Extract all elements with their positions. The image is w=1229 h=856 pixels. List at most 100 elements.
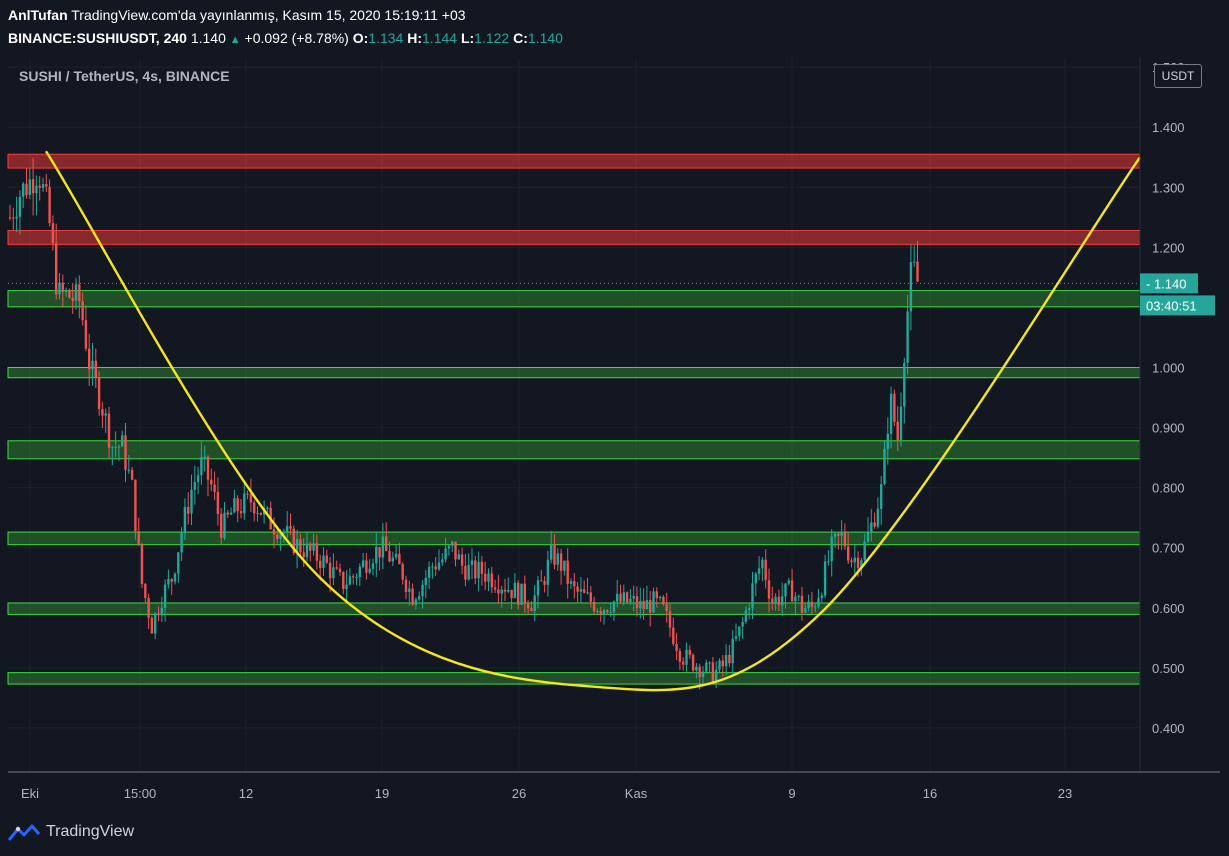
axes: Eki15:00121926Kas916231.5001.4001.3001.2… bbox=[8, 58, 1220, 801]
candle-body bbox=[662, 596, 665, 605]
support-zone bbox=[7, 290, 1141, 308]
candle-body bbox=[401, 564, 404, 580]
candle-body bbox=[305, 543, 309, 558]
candle-body bbox=[45, 184, 48, 187]
candle-body bbox=[734, 636, 738, 639]
candle-body bbox=[586, 592, 589, 594]
candle-body bbox=[418, 596, 421, 600]
candle-body bbox=[25, 183, 28, 196]
close-label: C: bbox=[513, 30, 528, 46]
candle-body bbox=[490, 573, 493, 588]
resistance-zone bbox=[7, 153, 1141, 169]
candle-body bbox=[167, 579, 170, 585]
candle-body bbox=[767, 580, 771, 599]
candle-body bbox=[817, 597, 820, 607]
candle-body bbox=[619, 593, 622, 602]
candle-body bbox=[556, 553, 559, 565]
candle-body bbox=[771, 598, 774, 604]
candle-body bbox=[814, 606, 817, 608]
candle-body bbox=[315, 543, 319, 561]
candle-body bbox=[424, 577, 427, 585]
candle-body bbox=[71, 297, 74, 301]
candle-body bbox=[873, 522, 876, 527]
candle-body bbox=[239, 511, 243, 514]
candle-body bbox=[517, 582, 520, 605]
candle-body bbox=[866, 532, 870, 542]
candle-body bbox=[830, 536, 833, 562]
candle-body bbox=[282, 532, 286, 534]
candle-body bbox=[820, 595, 823, 598]
candle-body bbox=[751, 583, 754, 609]
candle-body bbox=[48, 186, 51, 224]
candle-body bbox=[863, 541, 866, 561]
candle-body bbox=[833, 533, 837, 537]
candle-body bbox=[546, 559, 550, 585]
candle-body bbox=[266, 507, 269, 509]
candle-body bbox=[810, 601, 814, 607]
candle-body bbox=[259, 512, 262, 515]
candle-body bbox=[319, 560, 322, 568]
candle-body bbox=[612, 601, 616, 613]
price-tick-label: 1.200 bbox=[1152, 240, 1185, 255]
candle-body bbox=[38, 185, 41, 188]
candle-body bbox=[467, 564, 470, 580]
candle-body bbox=[451, 541, 454, 546]
author-name: AnlTufan bbox=[8, 7, 68, 23]
candle-body bbox=[550, 544, 553, 560]
candle-body bbox=[375, 546, 378, 564]
current-price-badge bbox=[1140, 273, 1198, 294]
candle-body bbox=[361, 560, 365, 567]
candle-body bbox=[312, 543, 315, 551]
candle-body bbox=[292, 528, 295, 554]
candle-body bbox=[447, 545, 451, 549]
low-value: 1.122 bbox=[474, 30, 510, 46]
price-tick-label: 0.800 bbox=[1152, 481, 1185, 496]
candle-body bbox=[777, 596, 781, 606]
candle-body bbox=[437, 562, 441, 570]
candle-body bbox=[193, 482, 196, 490]
candle-body bbox=[421, 584, 424, 597]
candle-body bbox=[8, 217, 12, 219]
candle-body bbox=[797, 595, 800, 597]
candle-body bbox=[559, 553, 563, 571]
candle-body bbox=[784, 583, 787, 597]
candle-body bbox=[253, 502, 256, 514]
countdown-label: 03:40:51 bbox=[1146, 298, 1197, 313]
candle-body bbox=[137, 531, 140, 544]
candle-body bbox=[295, 539, 299, 554]
price-tick-label: 0.400 bbox=[1152, 721, 1185, 736]
low-label: L: bbox=[460, 30, 475, 46]
candle-body bbox=[91, 360, 94, 370]
candle-body bbox=[860, 560, 863, 569]
support-zone bbox=[7, 602, 1141, 615]
zones bbox=[7, 153, 1141, 685]
candle-body bbox=[744, 610, 748, 622]
candle-body bbox=[685, 649, 688, 665]
currency-button[interactable]: USDT bbox=[1154, 64, 1202, 88]
candle-body bbox=[127, 469, 130, 471]
candle-body bbox=[682, 661, 685, 665]
candle-body bbox=[325, 555, 328, 563]
candle-body bbox=[503, 589, 507, 592]
candle-body bbox=[510, 589, 513, 599]
candle-body bbox=[804, 608, 807, 613]
candle-body bbox=[434, 566, 437, 570]
chart-legend-title: SUSHI / TetherUS, 4s, BINANCE bbox=[19, 68, 230, 84]
candle-body bbox=[790, 580, 794, 602]
time-tick-label: 19 bbox=[375, 786, 389, 801]
footer-brand: TradingView bbox=[8, 820, 134, 844]
candle-body bbox=[12, 217, 15, 219]
candle-body bbox=[665, 604, 668, 612]
candle-body bbox=[484, 573, 487, 582]
candle-body bbox=[507, 589, 510, 592]
candle-body bbox=[787, 580, 790, 584]
open-value: 1.134 bbox=[368, 30, 404, 46]
price-labels: - 1.140 03:40:51 bbox=[1140, 273, 1215, 316]
candle-body bbox=[61, 282, 64, 293]
candle-body bbox=[701, 671, 705, 677]
candle-body bbox=[579, 589, 583, 592]
candle-body bbox=[140, 543, 144, 584]
candles bbox=[8, 157, 919, 690]
candle-body bbox=[649, 600, 652, 613]
